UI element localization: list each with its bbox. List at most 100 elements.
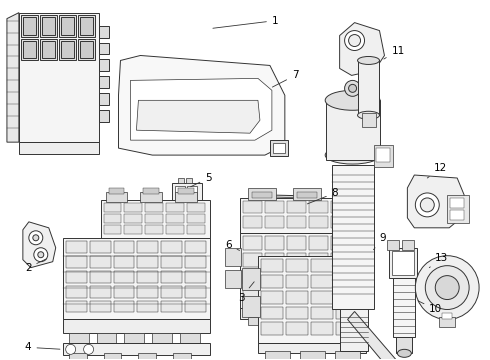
Bar xyxy=(265,351,290,359)
Text: 1: 1 xyxy=(213,15,278,28)
Bar xyxy=(243,201,262,213)
Ellipse shape xyxy=(397,349,412,357)
Bar xyxy=(331,236,349,250)
Bar xyxy=(66,301,87,312)
Bar xyxy=(392,251,415,275)
Bar xyxy=(146,225,163,234)
Bar xyxy=(19,142,98,154)
Bar xyxy=(332,318,354,325)
Text: 7: 7 xyxy=(272,71,298,87)
Bar xyxy=(21,39,38,60)
Bar xyxy=(287,201,306,213)
Bar xyxy=(80,41,93,58)
Bar xyxy=(187,225,205,234)
Bar xyxy=(242,268,260,289)
Bar xyxy=(59,39,75,60)
Bar xyxy=(311,275,333,288)
Bar xyxy=(161,241,182,253)
Bar xyxy=(252,192,272,198)
Bar xyxy=(311,323,333,336)
Bar xyxy=(178,178,184,183)
Bar xyxy=(336,275,358,288)
Bar xyxy=(287,287,306,301)
Bar xyxy=(326,100,380,160)
Bar xyxy=(42,41,55,58)
Bar xyxy=(261,275,283,288)
Bar xyxy=(161,285,182,298)
Bar xyxy=(103,353,122,359)
Bar xyxy=(311,306,333,319)
Bar xyxy=(261,306,283,319)
Bar xyxy=(90,256,111,268)
Bar xyxy=(172,183,202,205)
Polygon shape xyxy=(136,100,260,133)
Bar xyxy=(63,343,210,355)
Bar xyxy=(258,256,366,343)
Bar xyxy=(141,192,162,202)
Bar xyxy=(402,240,415,250)
Bar xyxy=(61,17,74,35)
Bar xyxy=(309,253,328,267)
Bar xyxy=(146,214,163,223)
Bar xyxy=(103,203,122,212)
Circle shape xyxy=(416,256,479,319)
Bar xyxy=(137,285,158,298)
Bar xyxy=(144,188,159,194)
Bar xyxy=(331,287,349,301)
Text: 6: 6 xyxy=(225,240,240,251)
Bar xyxy=(248,318,270,325)
Bar xyxy=(270,140,288,156)
Bar xyxy=(98,42,108,54)
Bar xyxy=(261,323,283,336)
Bar xyxy=(287,270,306,284)
Bar xyxy=(173,353,191,359)
Bar xyxy=(240,198,360,233)
Bar xyxy=(297,192,317,198)
Bar xyxy=(273,143,285,153)
Bar xyxy=(286,275,308,288)
Bar xyxy=(137,256,158,268)
Text: 4: 4 xyxy=(25,342,60,352)
Bar xyxy=(90,271,111,283)
Bar xyxy=(98,110,108,122)
Bar xyxy=(309,236,328,250)
Bar xyxy=(335,351,360,359)
Bar xyxy=(23,41,36,58)
Bar xyxy=(77,15,95,37)
Bar xyxy=(114,285,134,298)
Bar xyxy=(265,253,284,267)
Bar xyxy=(98,76,108,88)
Bar xyxy=(293,188,321,200)
Circle shape xyxy=(348,84,357,92)
Bar xyxy=(175,186,185,202)
Bar xyxy=(373,145,393,167)
Bar xyxy=(185,271,206,283)
Ellipse shape xyxy=(325,90,380,110)
Text: 8: 8 xyxy=(307,188,338,204)
Text: 12: 12 xyxy=(427,163,447,178)
Bar xyxy=(146,203,163,212)
Bar xyxy=(396,337,413,353)
Bar xyxy=(287,253,306,267)
Bar xyxy=(243,270,262,284)
Bar xyxy=(161,301,182,312)
Circle shape xyxy=(344,31,365,50)
Bar xyxy=(309,216,328,228)
Bar xyxy=(90,241,111,253)
Circle shape xyxy=(38,252,44,258)
Bar xyxy=(243,236,262,250)
Bar xyxy=(186,178,192,183)
Bar xyxy=(90,285,111,298)
Polygon shape xyxy=(407,175,464,228)
Bar xyxy=(336,291,358,303)
Bar xyxy=(265,201,284,213)
Bar xyxy=(265,236,284,250)
Bar xyxy=(185,241,206,253)
Bar xyxy=(23,17,36,35)
Text: 9: 9 xyxy=(373,233,386,250)
Circle shape xyxy=(33,235,39,241)
Bar xyxy=(180,333,200,343)
Bar xyxy=(42,17,55,35)
Bar xyxy=(66,271,87,283)
Circle shape xyxy=(348,35,361,46)
